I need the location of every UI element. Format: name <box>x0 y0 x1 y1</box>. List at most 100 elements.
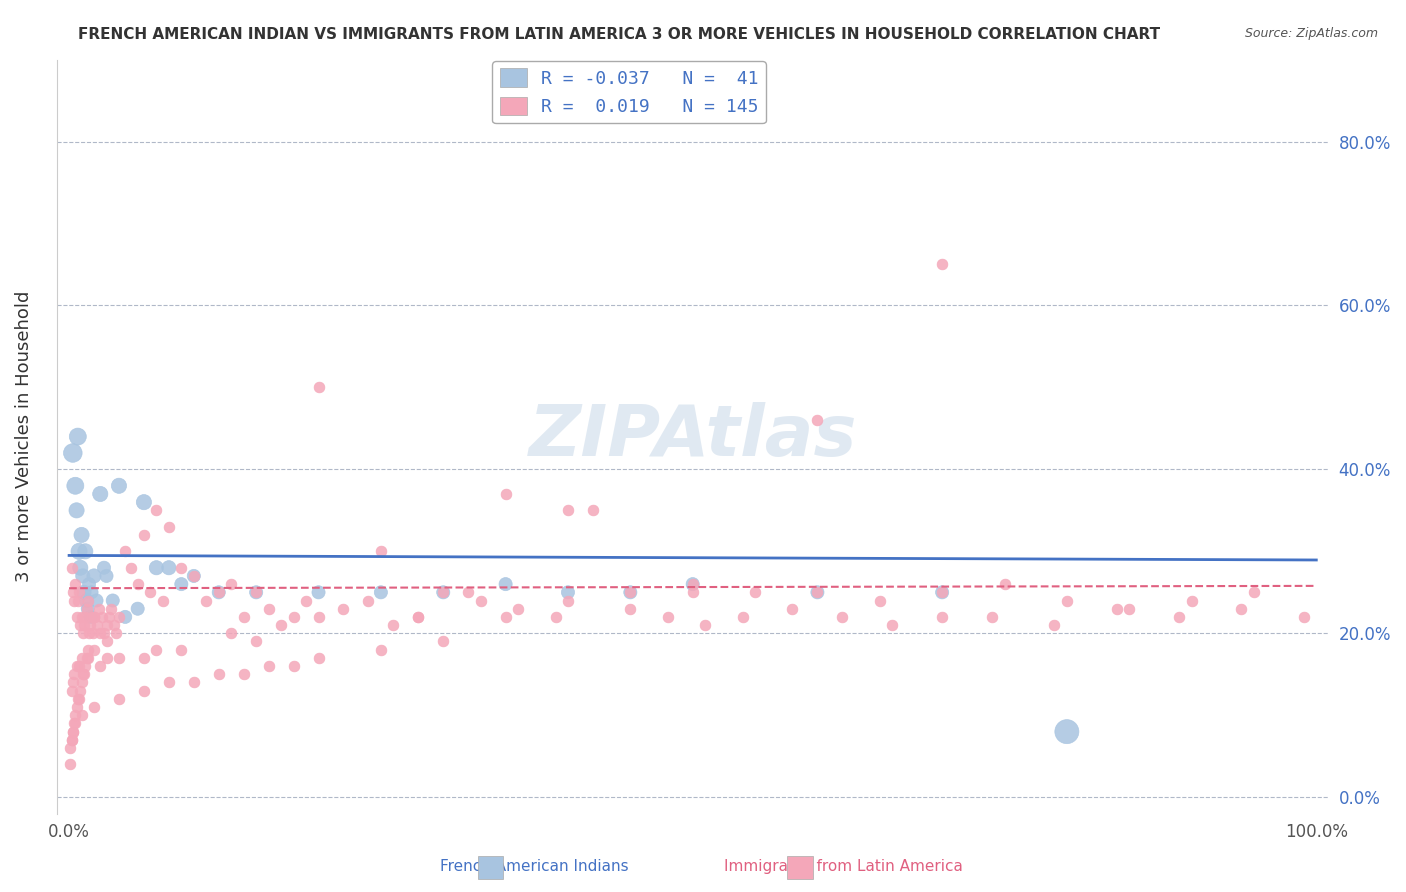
Point <box>308 610 330 624</box>
Point <box>79 610 101 624</box>
Point <box>100 601 122 615</box>
Point <box>132 651 155 665</box>
Point <box>72 667 94 681</box>
Point <box>183 569 205 583</box>
Point <box>83 642 105 657</box>
Point <box>120 560 142 574</box>
Point <box>557 503 579 517</box>
Text: Source: ZipAtlas.com: Source: ZipAtlas.com <box>1244 27 1378 40</box>
Point <box>132 495 155 509</box>
Point <box>65 700 87 714</box>
Point <box>89 659 111 673</box>
Point <box>157 675 180 690</box>
Point <box>80 610 103 624</box>
Point <box>183 569 205 583</box>
Point <box>65 577 87 591</box>
Point <box>60 732 83 747</box>
Point <box>257 601 280 615</box>
Point <box>219 626 242 640</box>
Point <box>65 708 87 723</box>
Point <box>86 593 108 607</box>
Point <box>1180 593 1202 607</box>
Point <box>108 479 131 493</box>
Point <box>93 626 115 640</box>
Point <box>86 618 108 632</box>
Point <box>77 626 100 640</box>
Point <box>69 618 91 632</box>
Point <box>60 683 83 698</box>
Point <box>1243 585 1265 599</box>
Point <box>59 757 82 772</box>
Point <box>79 618 101 632</box>
Point <box>83 610 105 624</box>
Point <box>232 610 254 624</box>
Point <box>931 585 953 599</box>
Point <box>1292 610 1315 624</box>
Point <box>67 585 90 599</box>
Point <box>108 610 131 624</box>
Point <box>245 585 267 599</box>
Point <box>332 601 354 615</box>
Point <box>105 626 128 640</box>
Point <box>744 585 766 599</box>
Point <box>145 560 167 574</box>
Point <box>93 560 115 574</box>
Point <box>69 683 91 698</box>
Point <box>208 585 231 599</box>
Point <box>382 618 405 632</box>
Y-axis label: 3 or more Vehicles in Household: 3 or more Vehicles in Household <box>15 291 32 582</box>
Point <box>76 593 98 607</box>
Point <box>232 667 254 681</box>
Point <box>76 642 98 657</box>
Point <box>114 544 136 558</box>
Point <box>495 487 517 501</box>
Point <box>283 610 305 624</box>
Point <box>869 593 891 607</box>
Point <box>782 601 804 615</box>
Point <box>132 528 155 542</box>
Point <box>831 610 853 624</box>
Point <box>245 585 267 599</box>
Point <box>657 610 679 624</box>
Point <box>65 716 87 731</box>
Point <box>98 610 121 624</box>
Point <box>60 560 83 574</box>
Point <box>108 651 131 665</box>
Text: FRENCH AMERICAN INDIAN VS IMMIGRANTS FROM LATIN AMERICA 3 OR MORE VEHICLES IN HO: FRENCH AMERICAN INDIAN VS IMMIGRANTS FRO… <box>77 27 1160 42</box>
Point <box>76 651 98 665</box>
Point <box>66 429 89 443</box>
Point <box>993 577 1015 591</box>
Point <box>63 716 86 731</box>
Point <box>183 675 205 690</box>
Point <box>75 610 97 624</box>
Point <box>66 691 89 706</box>
Point <box>1043 618 1066 632</box>
Text: Immigrants from Latin America: Immigrants from Latin America <box>724 859 963 874</box>
Point <box>308 585 330 599</box>
Point <box>370 642 392 657</box>
Point <box>73 585 96 599</box>
Point <box>65 610 87 624</box>
Point <box>219 577 242 591</box>
Point <box>1168 610 1191 624</box>
Point <box>731 610 754 624</box>
Point <box>96 651 118 665</box>
Point <box>70 610 93 624</box>
Point <box>806 413 828 427</box>
Point <box>408 610 430 624</box>
Point <box>619 601 641 615</box>
Point <box>73 667 96 681</box>
Point <box>127 577 149 591</box>
Point <box>1230 601 1253 615</box>
Point <box>157 520 180 534</box>
Point <box>62 724 84 739</box>
Text: ZIPAtlas: ZIPAtlas <box>529 402 856 471</box>
Point <box>544 610 567 624</box>
Point <box>557 585 579 599</box>
Point <box>70 708 93 723</box>
Point <box>59 741 82 756</box>
Point <box>63 667 86 681</box>
Point <box>1118 601 1140 615</box>
Point <box>60 732 83 747</box>
Point <box>270 618 292 632</box>
